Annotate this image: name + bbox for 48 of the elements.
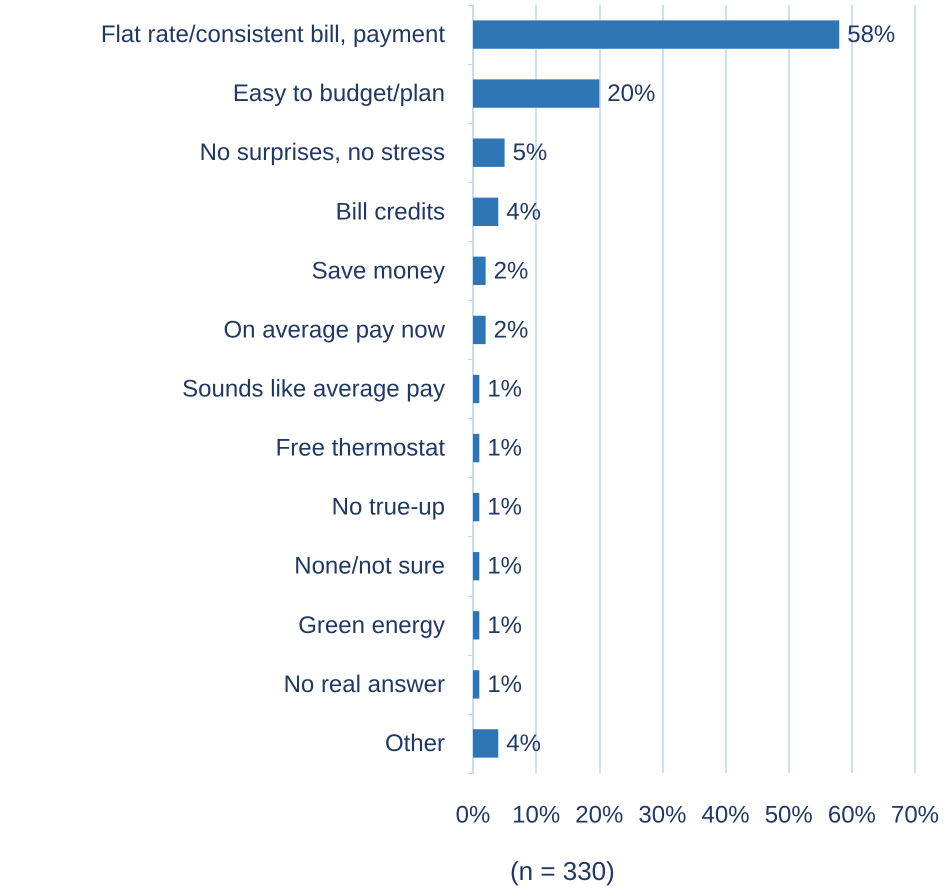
x-tick-label: 30% [638, 802, 686, 828]
y-tick-label: Easy to budget/plan [232, 80, 445, 108]
y-tick-label: On average pay now [224, 316, 446, 344]
bar [473, 552, 480, 580]
y-tick-label: Free thermostat [276, 434, 446, 462]
data-label: 2% [494, 316, 528, 344]
x-tick-label: 40% [702, 802, 750, 828]
y-tick-label: Sounds like average pay [182, 376, 445, 402]
bar [473, 729, 498, 758]
y-tick-label: None/not sure [294, 552, 445, 580]
x-tick-label: 10% [512, 802, 560, 828]
x-tick-label: 0% [456, 802, 490, 828]
data-label: 20% [607, 80, 656, 108]
bar [473, 611, 480, 640]
text: (n = 330) [510, 856, 615, 886]
x-tick-label: 60% [828, 802, 876, 828]
y-tick-label: Flat rate/consistent bill, payment [100, 21, 446, 48]
bar [473, 316, 486, 344]
data-label: 1% [487, 376, 522, 402]
bar [473, 434, 480, 462]
data-label: 4% [506, 198, 541, 226]
bar [473, 20, 840, 49]
data-label: 2% [494, 257, 528, 284]
x-tick-label: 50% [764, 802, 813, 828]
data-label: 4% [506, 730, 541, 757]
bar [473, 374, 480, 404]
data-label: 1% [487, 552, 522, 580]
data-label: 1% [487, 434, 522, 462]
y-tick-label: Bill credits [336, 198, 445, 226]
y-tick-label: Save money [312, 257, 445, 284]
y-tick-label: Other [384, 730, 445, 757]
bar [473, 138, 505, 167]
x-tick-label: 20% [575, 802, 624, 828]
data-label: 1% [487, 612, 522, 639]
data-label: 1% [487, 670, 522, 698]
y-tick-label: No surprises, no stress [200, 139, 445, 166]
y-tick-label: No true-up [332, 494, 445, 521]
bar [473, 198, 498, 226]
x-tick-label: 70% [890, 802, 940, 828]
y-tick-label: Green energy [298, 612, 445, 639]
data-label: 1% [487, 494, 522, 521]
bar [473, 79, 600, 108]
bar [473, 256, 486, 286]
bar [473, 492, 480, 522]
bar [473, 670, 480, 699]
data-label: 58% [847, 21, 896, 48]
y-tick-label: No real answer [284, 670, 446, 698]
data-label: 5% [512, 139, 548, 166]
